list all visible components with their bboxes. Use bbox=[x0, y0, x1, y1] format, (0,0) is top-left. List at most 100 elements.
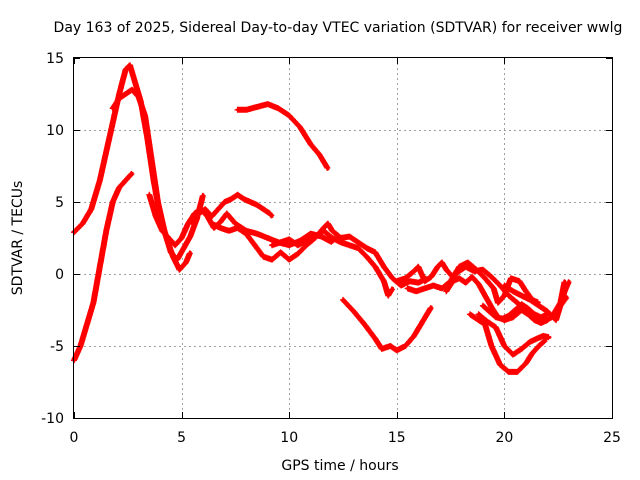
data-point bbox=[403, 344, 407, 348]
data-point bbox=[416, 281, 420, 285]
x-tick-label: 10 bbox=[280, 430, 298, 446]
data-point bbox=[423, 286, 427, 290]
data-point bbox=[184, 260, 188, 265]
data-point bbox=[266, 102, 270, 106]
data-point bbox=[380, 347, 384, 351]
data-point bbox=[111, 106, 115, 110]
data-point bbox=[532, 318, 537, 322]
data-point bbox=[494, 315, 498, 319]
data-point bbox=[304, 239, 308, 243]
data-point bbox=[203, 207, 207, 211]
data-point bbox=[111, 121, 115, 125]
plot-frame bbox=[73, 57, 613, 419]
data-point bbox=[309, 232, 313, 236]
data-point bbox=[137, 95, 141, 99]
y-tick-label: 5 bbox=[55, 195, 64, 211]
data-point bbox=[541, 334, 545, 338]
data-point bbox=[223, 200, 227, 204]
data-point bbox=[545, 318, 550, 322]
data-series bbox=[71, 62, 572, 375]
data-point bbox=[270, 243, 274, 247]
data-point bbox=[535, 337, 539, 341]
data-point bbox=[507, 370, 511, 374]
data-point bbox=[233, 222, 237, 226]
data-point bbox=[373, 337, 377, 341]
data-point bbox=[502, 294, 506, 298]
series-trace-p bbox=[501, 279, 572, 324]
data-point bbox=[261, 207, 265, 211]
data-point bbox=[322, 229, 326, 233]
data-point bbox=[481, 268, 485, 272]
series-trace-e bbox=[189, 191, 275, 227]
data-point bbox=[457, 276, 461, 280]
data-point bbox=[474, 268, 478, 272]
data-point bbox=[440, 286, 444, 290]
data-point bbox=[124, 178, 128, 182]
data-point bbox=[188, 250, 192, 254]
data-point bbox=[270, 214, 274, 218]
data-point bbox=[177, 268, 181, 272]
data-point bbox=[524, 361, 528, 365]
data-point bbox=[382, 265, 386, 269]
data-point bbox=[229, 197, 233, 201]
data-point bbox=[236, 108, 240, 112]
data-point bbox=[492, 286, 496, 290]
data-point bbox=[356, 246, 360, 250]
data-point bbox=[287, 243, 291, 247]
series-trace-b bbox=[71, 171, 135, 364]
data-point bbox=[470, 275, 474, 279]
data-point bbox=[362, 322, 367, 326]
data-point bbox=[279, 250, 283, 254]
data-point bbox=[317, 152, 321, 157]
data-point bbox=[287, 258, 291, 262]
data-point bbox=[429, 305, 433, 309]
data-point bbox=[169, 250, 173, 254]
data-point bbox=[128, 63, 132, 67]
data-point bbox=[485, 319, 489, 324]
data-point bbox=[386, 294, 390, 298]
data-point bbox=[242, 197, 246, 201]
data-point bbox=[341, 298, 345, 302]
y-tick-label: 0 bbox=[55, 267, 64, 283]
data-point bbox=[330, 229, 334, 233]
series-trace-m bbox=[467, 311, 548, 375]
x-tick-label: 15 bbox=[388, 430, 406, 446]
data-point bbox=[416, 265, 420, 269]
data-point bbox=[227, 229, 231, 233]
data-point bbox=[520, 347, 524, 351]
data-point bbox=[515, 370, 519, 374]
data-point bbox=[483, 276, 487, 280]
data-point bbox=[509, 276, 513, 280]
data-point bbox=[143, 114, 147, 118]
data-point bbox=[444, 268, 448, 272]
data-point bbox=[296, 252, 300, 256]
chart-title: Day 163 of 2025, Sidereal Day-to-day VTE… bbox=[54, 20, 623, 36]
data-point bbox=[431, 283, 435, 288]
data-point bbox=[502, 344, 506, 348]
data-point bbox=[339, 236, 343, 240]
data-point bbox=[507, 294, 511, 298]
data-point bbox=[412, 334, 416, 338]
data-point bbox=[236, 193, 240, 197]
data-point bbox=[339, 240, 343, 244]
data-point bbox=[197, 211, 201, 216]
data-point bbox=[524, 289, 528, 293]
data-point bbox=[365, 246, 369, 250]
data-point bbox=[98, 178, 102, 182]
data-point bbox=[539, 315, 543, 319]
data-point bbox=[255, 232, 259, 236]
data-point bbox=[167, 236, 171, 240]
data-point bbox=[513, 308, 517, 312]
data-point bbox=[403, 276, 407, 280]
series-markers bbox=[208, 220, 429, 289]
x-tick-label: 20 bbox=[495, 430, 513, 446]
x-tick-label: 25 bbox=[603, 430, 621, 446]
data-point bbox=[487, 309, 491, 313]
data-point bbox=[554, 318, 558, 322]
data-point bbox=[406, 286, 410, 290]
data-point bbox=[326, 167, 330, 171]
data-point bbox=[255, 203, 259, 207]
data-point bbox=[477, 318, 481, 322]
data-point bbox=[124, 67, 128, 72]
